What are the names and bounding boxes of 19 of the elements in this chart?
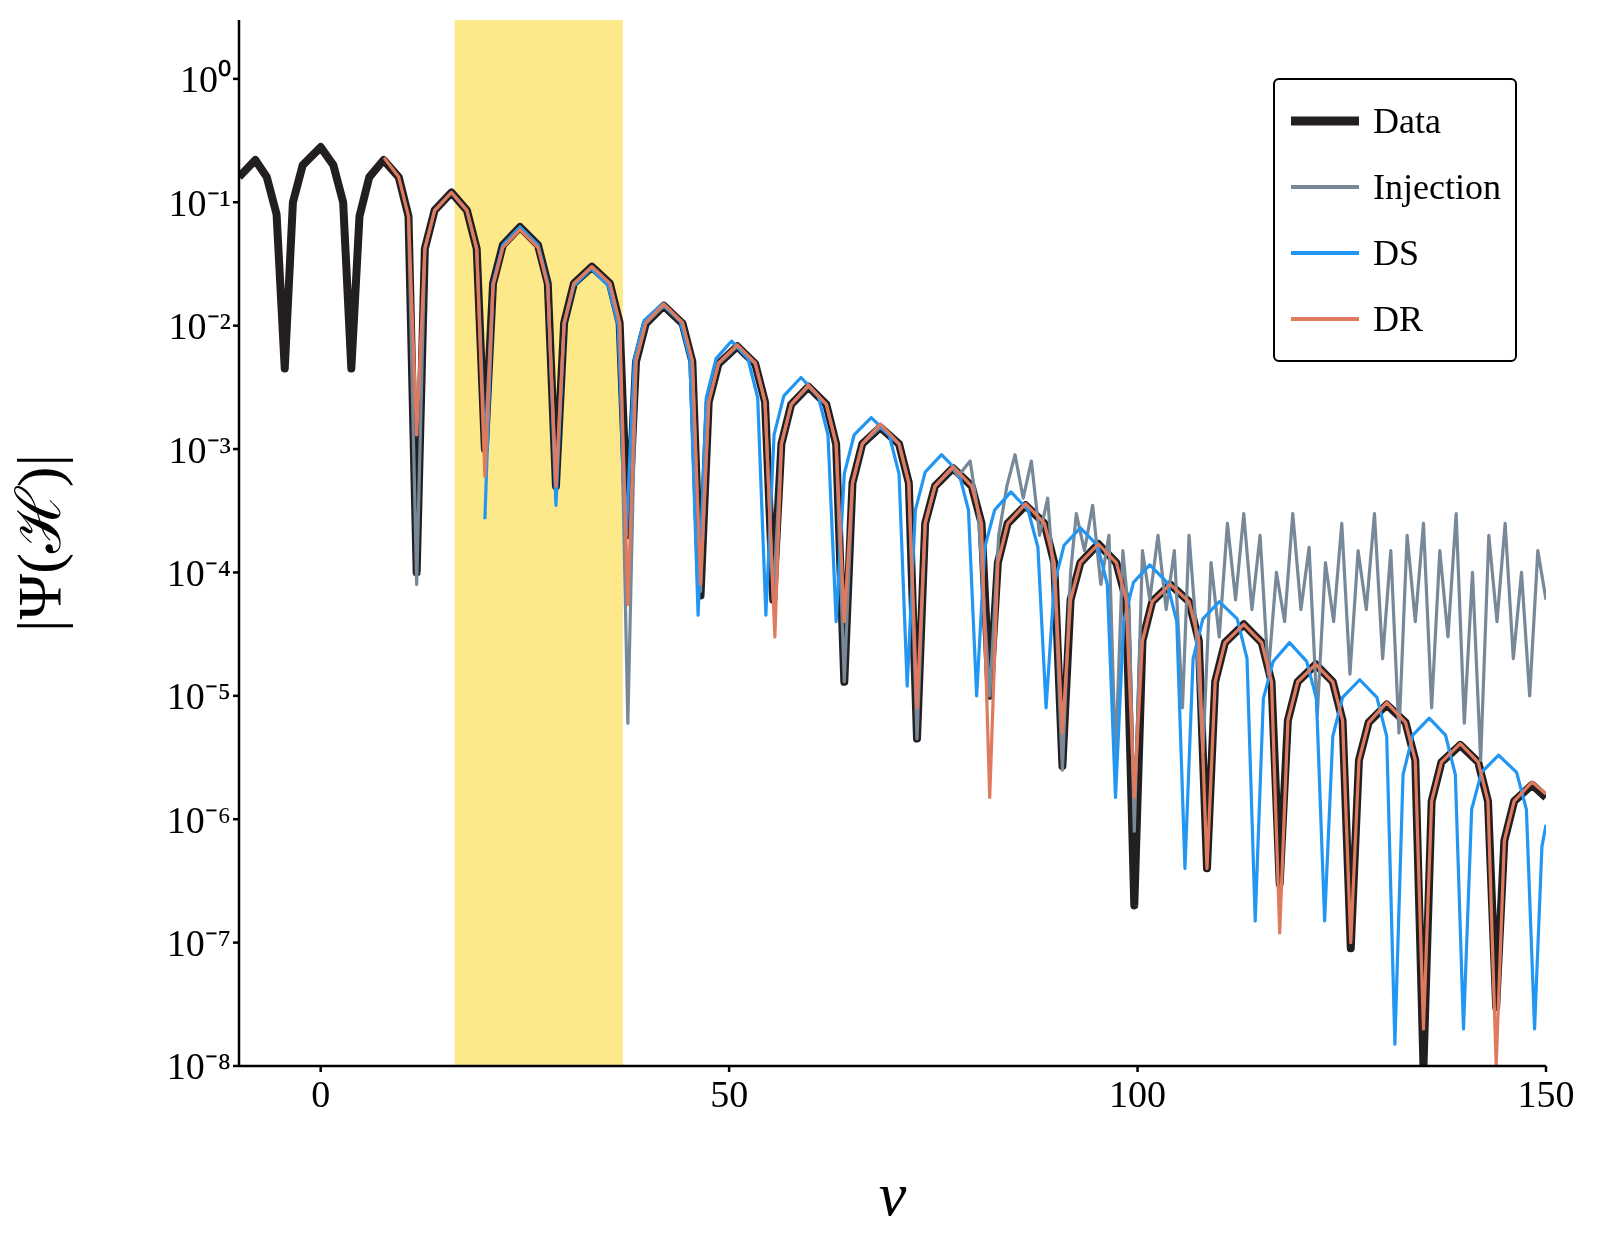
legend-label: DR — [1373, 298, 1424, 340]
x-tick-label: 50 — [710, 1072, 749, 1115]
x-axis-title: v — [878, 1160, 907, 1228]
x-tick-label: 100 — [1109, 1072, 1167, 1115]
y-tick-label: 10⁻² — [168, 305, 231, 348]
y-tick-label: 10⁻⁶ — [166, 798, 231, 841]
y-tick-label: 10⁻⁸ — [166, 1045, 231, 1088]
legend-label: Injection — [1373, 166, 1501, 208]
y-axis-title: |Ψ(ℋ)| — [5, 454, 75, 632]
y-tick-label: 10⁰ — [180, 58, 231, 101]
x-tick-label: 150 — [1517, 1072, 1575, 1115]
y-tick-label: 10⁻³ — [168, 428, 231, 471]
y-tick-label: 10⁻⁵ — [166, 675, 231, 718]
x-tick-label: 0 — [311, 1072, 331, 1115]
y-tick-label: 10⁻⁷ — [166, 922, 231, 965]
legend-label: DS — [1373, 232, 1420, 274]
y-tick-label: 10⁻⁴ — [166, 551, 231, 594]
y-tick-label: 10⁻¹ — [168, 181, 231, 224]
legend-label: Data — [1373, 100, 1442, 142]
